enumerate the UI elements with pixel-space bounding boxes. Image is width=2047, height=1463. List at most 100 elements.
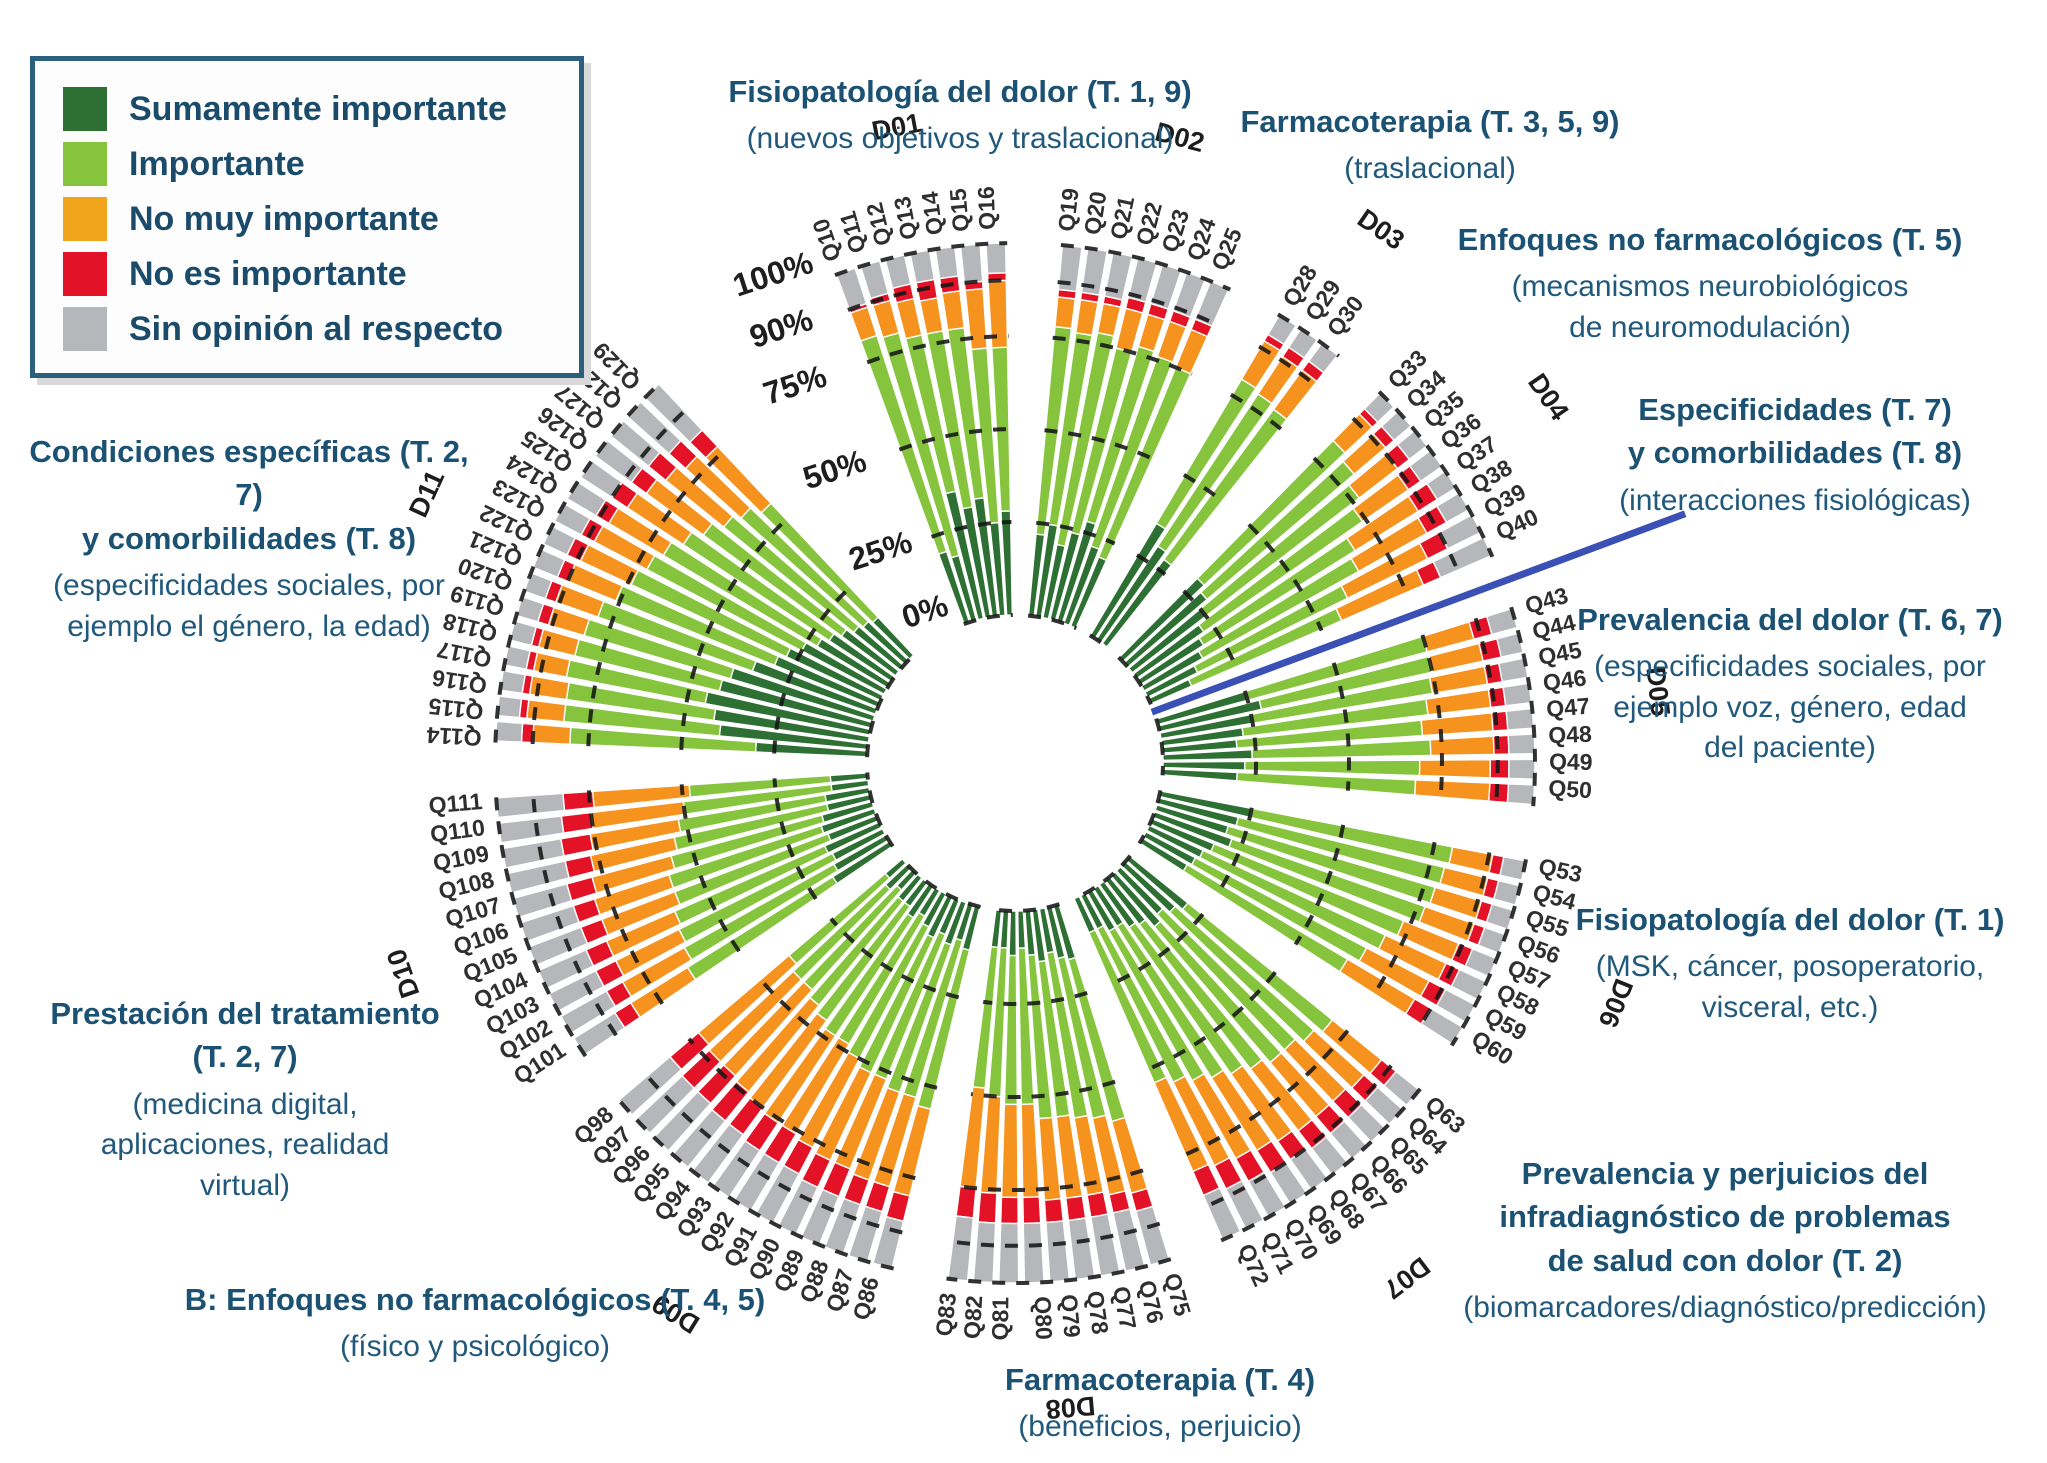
gridlines-layer <box>493 241 1537 1285</box>
question-label: Q14 <box>916 190 948 237</box>
bar-segment <box>560 811 594 834</box>
bar-segment <box>985 242 1007 275</box>
bar-segment <box>506 860 570 894</box>
topic-title: Prevalencia y perjuicios del infradiagnó… <box>1499 1156 1951 1278</box>
grid-arc <box>679 517 789 750</box>
bar-segment <box>519 904 580 943</box>
bar-segment <box>503 644 531 671</box>
topic-subtitle: (interacciones fisiológicas) <box>1619 483 1971 517</box>
grid-arc <box>963 613 1013 626</box>
topic-subtitle: (traslacional) <box>1344 152 1516 186</box>
domain-separator-line <box>1150 510 1687 716</box>
bar-segment <box>1235 771 1417 796</box>
question-label: Q15 <box>944 187 974 233</box>
grid-arc <box>1088 633 1109 649</box>
topic-title: Fisiopatología del dolor (T. 1, 9) <box>728 74 1192 109</box>
legend-swatch-sumamente-importante <box>63 87 107 131</box>
grid-arc <box>1135 553 1167 576</box>
bar-segment <box>532 548 566 579</box>
bar-segment <box>998 1222 1020 1284</box>
bar-segment <box>531 723 572 745</box>
bar-segment <box>754 1164 800 1225</box>
grid-arc <box>1182 589 1239 669</box>
grid-arc <box>829 917 960 1000</box>
bar-segment <box>1016 910 1027 949</box>
bar-segment <box>959 243 984 284</box>
legend-label: Importante <box>129 144 305 183</box>
legend-item: No muy importante <box>63 197 561 241</box>
axis-tick-label: 0% <box>897 587 952 636</box>
grid-arc <box>1215 807 1254 895</box>
labels-layer: Q10Q11Q12Q13Q14Q15Q16D01Q19Q20Q21Q22Q23Q… <box>381 108 1687 1425</box>
bar-segment <box>1499 855 1527 882</box>
grid-arc <box>1371 841 1437 996</box>
bar-segment <box>777 1178 819 1236</box>
topic-title: Farmacoterapia (T. 4) <box>1004 1362 1316 1397</box>
topic-subtitle: (mecanismos neurobiológicos de neuromodu… <box>1511 270 1909 344</box>
grid-arc <box>1258 344 1317 387</box>
grid-arc <box>772 778 818 901</box>
bar-segment <box>1507 733 1536 755</box>
domain-label: D08 <box>1045 1390 1097 1424</box>
legend-swatch-no-es-importante <box>63 252 107 296</box>
bar-segment <box>711 1139 761 1199</box>
question-label: Q48 <box>1548 721 1593 749</box>
bar-segment <box>496 695 523 719</box>
grid-arc <box>1377 390 1495 558</box>
topic-title: Especificidades (T. 7) y comorbilidades … <box>1627 392 1963 471</box>
bar-segment <box>671 1108 727 1169</box>
grid-arc <box>1154 718 1165 776</box>
bar-segment <box>918 296 944 335</box>
grid-arc <box>1146 971 1277 1072</box>
grid-arc <box>530 408 687 745</box>
bar-segment <box>1065 1195 1087 1222</box>
bar-segment <box>1413 779 1491 802</box>
topic-title: Fisiopatología del dolor (T. 1) <box>1575 902 2005 937</box>
legend-item: Sumamente importante <box>63 87 561 131</box>
bar-segment <box>1432 536 1493 579</box>
grid-arc <box>1182 473 1225 504</box>
grid-arc <box>1205 1064 1393 1209</box>
domain-label: D05 <box>1640 665 1675 718</box>
bar-segment <box>977 1191 998 1224</box>
bar-segment <box>732 1152 781 1212</box>
grid-arc <box>946 1257 1172 1285</box>
topic-subtitle: (físico y psicológico) <box>339 1330 611 1364</box>
bar-segment <box>1418 758 1492 779</box>
question-label: Q81 <box>987 1297 1014 1341</box>
bar-segment <box>564 854 596 879</box>
bar-segment <box>1054 296 1077 330</box>
bar-segment <box>508 620 538 647</box>
bar-segment <box>542 525 577 556</box>
question-label: Q50 <box>1548 775 1593 804</box>
grid-arc <box>1036 520 1116 546</box>
topic-subtitle: (especificidades sociales, por ejemplo e… <box>53 569 445 643</box>
bar-segment <box>1310 1136 1349 1176</box>
bar-segment <box>1075 298 1099 337</box>
grid-arc <box>951 1221 1161 1248</box>
bar-segment <box>653 1090 712 1152</box>
grid-arc <box>1072 854 1132 901</box>
grid-arc <box>1509 606 1537 807</box>
bar-segment <box>990 909 1003 949</box>
grid-arc <box>758 977 938 1090</box>
bar-segment <box>1103 251 1134 301</box>
legend-item: Sin opinión al respecto <box>63 307 561 351</box>
topic-farmacoterapia-t4: Farmacoterapia (T. 4) (beneficios, perju… <box>900 1358 1420 1448</box>
grid-arc <box>1183 1029 1350 1157</box>
legend-swatch-sin-opinion <box>63 307 107 351</box>
bar-segment <box>497 815 565 844</box>
bar-segment <box>1492 879 1522 906</box>
question-label: Q78 <box>1082 1289 1114 1336</box>
grid-arc <box>898 427 1011 452</box>
bar-segment <box>934 245 959 280</box>
bar-segment <box>523 571 553 600</box>
grid-arc <box>1293 824 1346 946</box>
bar-segment <box>1086 1191 1109 1219</box>
bar-segment <box>1505 707 1535 731</box>
bar-segment <box>1022 1222 1045 1284</box>
bar-segment <box>972 1221 997 1284</box>
bar-segment <box>941 290 965 331</box>
topic-title: Farmacoterapia (T. 3, 5, 9) <box>1240 104 1620 139</box>
